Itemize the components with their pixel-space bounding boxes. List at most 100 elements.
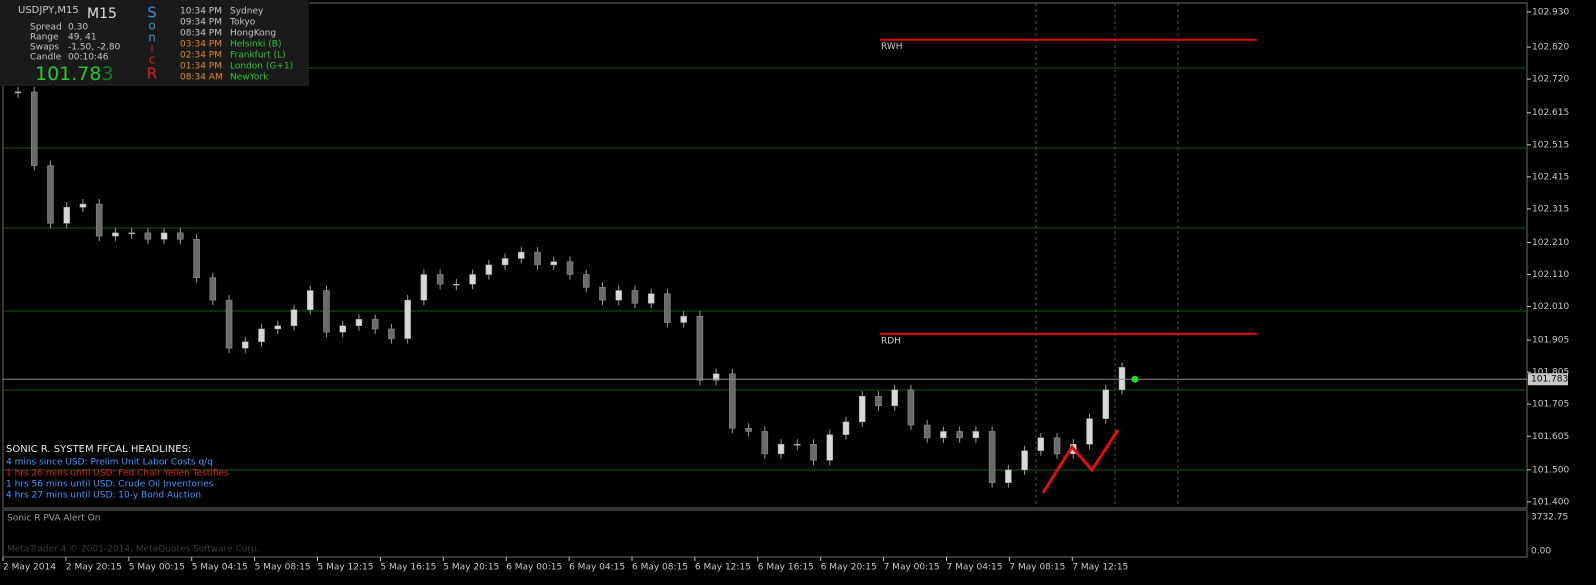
row-value: 0.30 [68,23,88,33]
logo-letter: o [148,19,155,33]
candle [534,251,541,266]
levels: RWH RDH [880,38,1257,346]
y-tick-label: 102.615 [1532,108,1569,118]
session-time: 03:34 PM [180,40,222,50]
x-tick-label: 6 May 16:15 [758,563,814,573]
y-tick-label: 102.110 [1532,270,1569,280]
headlines: SONIC R. SYSTEM FFCAL HEADLINES: 4 mins … [6,444,229,501]
headline: 4 mins since USD: Prelim Unit Labor Cost… [6,458,213,468]
headline: 1 hrs 56 mins until USD: Crude Oil Inven… [6,480,214,490]
candle [485,264,493,275]
volume-label: Sonic R PVA Alert On [7,514,100,524]
session-city: Helsinki (B) [230,40,281,50]
volume-max: 3732.75 [1531,513,1568,523]
candle [63,206,70,224]
row-label: Swaps [30,43,59,53]
candle [956,431,963,439]
candle [761,431,769,455]
y-tick-label: 101.905 [1532,336,1569,346]
headline: 4 hrs 27 mins until USD: 10-y Bond Aucti… [6,491,201,501]
candle [160,232,168,240]
candle [940,431,947,439]
session-lines [1035,3,1179,508]
session-time: 02:34 PM [180,51,222,61]
candle [615,290,622,301]
row-label: Range [30,33,59,43]
candle [323,290,330,333]
candle [566,261,574,275]
y-tick-label: 102.515 [1532,140,1569,150]
y-tick-label: 102.010 [1532,302,1569,312]
y-tick-label: 101.705 [1532,400,1569,410]
candle [1005,469,1012,483]
candle [550,261,558,266]
x-tick-label: 5 May 00:15 [129,563,185,573]
x-tick-label: 6 May 00:15 [506,563,562,573]
x-tick-label: 5 May 08:15 [255,563,311,573]
session-city: HongKong [230,29,276,39]
candle [47,165,54,224]
candle [225,299,233,349]
current-price-box [1528,373,1568,386]
candle [14,91,22,94]
sessions: 10:34 PM Sydney 09:34 PM Tokyo 08:34 PM … [180,7,293,83]
symbol: USDJPY,M15 [18,5,79,16]
candle [518,251,525,259]
candle [453,283,460,286]
candle [436,274,444,285]
y-tick-label: 101.400 [1532,497,1569,507]
candle [469,274,476,285]
candle [875,395,882,407]
bid-main: 101.78 [35,63,101,85]
candle [1118,367,1126,391]
session-time: 09:34 PM [180,18,222,28]
row-label: Candle [30,53,62,63]
candle [891,389,898,407]
level-label: RWH [881,42,903,52]
logo-letter: S [147,4,157,22]
current-price-dot [1131,375,1139,383]
candle [177,232,184,240]
session-city: Tokyo [229,18,256,28]
session-time: 08:34 PM [180,29,222,39]
x-tick-label: 6 May 20:15 [821,563,877,573]
y-tick-label: 102.720 [1532,75,1569,85]
y-tick-label: 102.820 [1532,43,1569,53]
candle [79,203,87,208]
candle [582,274,590,288]
logo-letter: n [148,31,156,45]
candle [972,431,980,439]
y-tick-label: 101.500 [1532,465,1569,475]
candle [144,232,152,240]
candle [712,373,720,381]
candle [923,424,931,439]
x-tick-label: 5 May 16:15 [380,563,436,573]
x-tick-label: 7 May 12:15 [1072,563,1128,573]
session-time: 10:34 PM [180,7,222,17]
session-city: Sydney [230,7,264,17]
volume-min: 0.00 [1531,547,1551,557]
candle [599,287,606,301]
x-tick-label: 6 May 04:15 [569,563,625,573]
candle [810,444,817,461]
candle [95,203,103,237]
candle [631,290,639,304]
y-tick-label: 102.930 [1532,7,1569,17]
candle [1053,437,1061,455]
candle [290,309,298,326]
session-city: NewYork [230,73,269,83]
candle [1037,437,1045,451]
candle [696,315,704,381]
session-city: Frankfurt (L) [230,51,286,61]
session-time: 01:34 PM [180,62,222,72]
row-label: Spread [30,23,62,33]
y-tick-label: 102.415 [1532,172,1569,182]
candle [729,373,736,429]
candle [988,431,996,483]
candle [680,315,687,323]
candle [258,328,265,343]
row-value: 49, 41 [68,33,97,43]
logo-letter: i [150,42,153,55]
candle [306,290,314,310]
